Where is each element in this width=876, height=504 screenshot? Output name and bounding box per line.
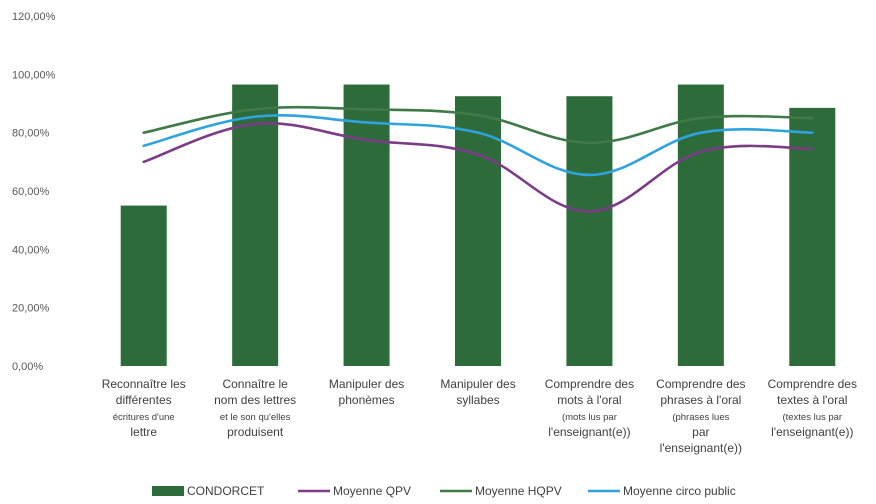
bar	[343, 84, 390, 367]
y-tick-label: 100,00%	[12, 69, 56, 81]
y-tick-label: 40,00%	[12, 244, 50, 256]
x-category-label-line: textes à l'oral	[777, 393, 847, 407]
x-category-label-line: Manipuler des	[329, 377, 404, 391]
bar	[120, 205, 167, 366]
bars	[120, 84, 836, 367]
y-tick-label: 80,00%	[12, 128, 50, 140]
x-category-label-line: l'enseignant(e))	[771, 425, 853, 439]
x-category-label-line: lettre	[130, 425, 157, 439]
x-category-label-line: écritures d'une	[113, 412, 175, 423]
y-tick-label: 0,00%	[12, 361, 43, 373]
x-category-label-line: mots à l'oral	[557, 393, 621, 407]
x-category-label-line: Reconnaître les	[102, 377, 186, 391]
series-line	[142, 114, 814, 177]
x-category-label-line: nom des lettres	[214, 393, 296, 407]
x-category-label-line: Comprendre des	[545, 377, 634, 391]
bar	[677, 84, 724, 367]
x-axis-labels: Reconnaître les différentes écritures d'un…	[102, 377, 857, 455]
legend-label: Moyenne circo public	[623, 484, 736, 498]
x-category-label-line: l'enseignant(e))	[660, 441, 742, 455]
lines	[142, 105, 814, 213]
x-category-label-line: l'enseignant(e))	[548, 425, 630, 439]
bar	[566, 96, 613, 366]
legend-swatch	[152, 486, 184, 496]
x-category-label-line: Manipuler des	[440, 377, 515, 391]
y-tick-label: 60,00%	[12, 186, 50, 198]
x-category-label: Connaître le nom des lettres et le son qu'…	[214, 377, 296, 439]
y-axis-ticks: 0,00% 20,00% 40,00% 60,00% 80,00% 100,00% 120,…	[12, 11, 56, 373]
x-category-label: Comprendre des textes à l'oral (textes lus…	[768, 377, 857, 439]
legend-label: Moyenne QPV	[333, 484, 411, 498]
x-category-label-line: Comprendre des	[656, 377, 745, 391]
x-category-label-line: et le son qu'elles	[220, 412, 291, 423]
bar	[455, 96, 501, 366]
y-tick-label: 20,00%	[12, 303, 50, 315]
legend-label: Moyenne HQPV	[475, 484, 562, 498]
x-category-label-line: phonèmes	[339, 393, 395, 407]
series-line	[142, 121, 814, 213]
x-category-label-line: phrases à l'oral	[660, 393, 741, 407]
x-category-label-line: par	[692, 425, 709, 439]
x-category-label-line: syllabes	[456, 393, 499, 407]
legend-label: CONDORCET	[187, 484, 265, 498]
x-category-label: Manipuler des syllabes	[440, 377, 515, 407]
x-category-label: Manipuler des phonèmes	[329, 377, 404, 407]
x-category-label-line: (phrases lues	[672, 412, 729, 423]
legend: CONDORCET Moyenne QPV Moyenne HQPV Moyenne …	[152, 484, 736, 498]
y-tick-label: 120,00%	[12, 11, 56, 23]
series-line	[142, 105, 814, 145]
x-category-label-line: produisent	[227, 425, 284, 439]
x-category-label: Comprendre des mots à l'oral (mots lus par…	[545, 377, 634, 439]
x-category-label-line: (mots lus par	[562, 412, 617, 423]
x-category-label-line: Comprendre des	[768, 377, 857, 391]
x-category-label: Comprendre des phrases à l'oral (phrases l…	[656, 377, 745, 455]
bar	[232, 84, 279, 367]
x-category-label-line: Connaître le	[222, 377, 288, 391]
bar	[789, 107, 836, 366]
x-category-label: Reconnaître les différentes écritures d'un…	[102, 377, 186, 439]
x-category-label-line: différentes	[116, 393, 172, 407]
x-category-label-line: (textes lus par	[782, 412, 842, 423]
